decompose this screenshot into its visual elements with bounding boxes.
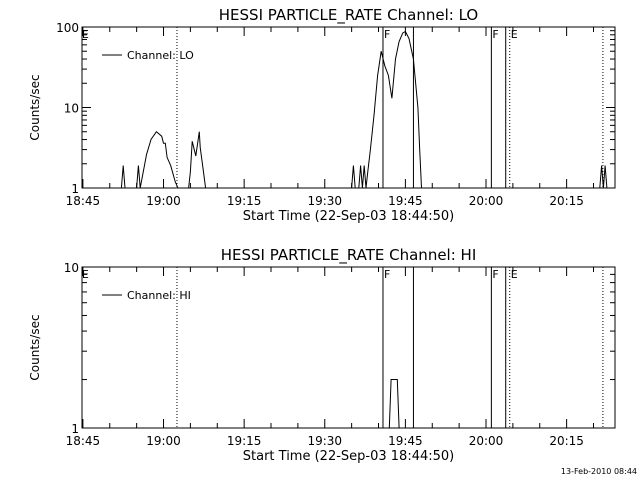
x-tick-label: 19:30 bbox=[307, 434, 342, 448]
marker-label: E bbox=[511, 268, 518, 281]
panel-hi: HESSI PARTICLE_RATE Channel: HI 1 10 Counts… bbox=[28, 246, 616, 464]
legend-label: Channel: LO bbox=[127, 49, 194, 62]
chart-title: HESSI PARTICLE_RATE Channel: LO bbox=[219, 6, 478, 25]
marker-label: F bbox=[492, 28, 498, 41]
y-tick-label: 10 bbox=[64, 261, 79, 275]
y-tick-label: 100 bbox=[56, 21, 79, 35]
series-line bbox=[387, 379, 401, 429]
y-tick-label: 10 bbox=[64, 102, 79, 116]
marker-label: E bbox=[82, 268, 89, 281]
x-axis-label: Start Time (22-Sep-03 18:44:50) bbox=[243, 449, 454, 464]
x-tick-label: 19:30 bbox=[307, 194, 342, 208]
timestamp-label: 13-Feb-2010 08:44 bbox=[561, 467, 637, 476]
x-tick-label: 19:00 bbox=[146, 194, 181, 208]
y-tick-label: 1 bbox=[71, 422, 79, 436]
marker-label: F bbox=[384, 28, 390, 41]
x-tick-label: 19:15 bbox=[227, 434, 262, 448]
marker-label: F bbox=[384, 268, 390, 281]
x-tick-label: 20:00 bbox=[469, 194, 504, 208]
x-tick-label: 18:45 bbox=[66, 434, 101, 448]
series-line bbox=[120, 30, 608, 189]
marker-label: E bbox=[511, 28, 518, 41]
y-axis-label: Counts/sec bbox=[28, 314, 42, 380]
x-tick-label: 20:15 bbox=[549, 434, 584, 448]
x-axis-label: Start Time (22-Sep-03 18:44:50) bbox=[243, 209, 454, 224]
x-tick-label: 19:45 bbox=[388, 434, 423, 448]
y-tick-label: 1 bbox=[71, 182, 79, 196]
panel-lo: HESSI PARTICLE_RATE Channel: LO 1 10 100 Cou… bbox=[28, 6, 616, 224]
x-tick-label: 20:00 bbox=[469, 434, 504, 448]
chart-title: HESSI PARTICLE_RATE Channel: HI bbox=[221, 246, 477, 265]
x-tick-label: 19:00 bbox=[146, 434, 181, 448]
marker-label: E bbox=[82, 28, 89, 41]
y-axis-label: Counts/sec bbox=[28, 74, 42, 140]
marker-label: F bbox=[492, 268, 498, 281]
x-tick-label: 19:45 bbox=[388, 194, 423, 208]
x-tick-label: 20:15 bbox=[549, 194, 584, 208]
legend-label: Channel: HI bbox=[127, 289, 191, 302]
x-tick-label: 19:15 bbox=[227, 194, 262, 208]
x-tick-label: 18:45 bbox=[66, 194, 101, 208]
plot-frame bbox=[81, 266, 616, 429]
